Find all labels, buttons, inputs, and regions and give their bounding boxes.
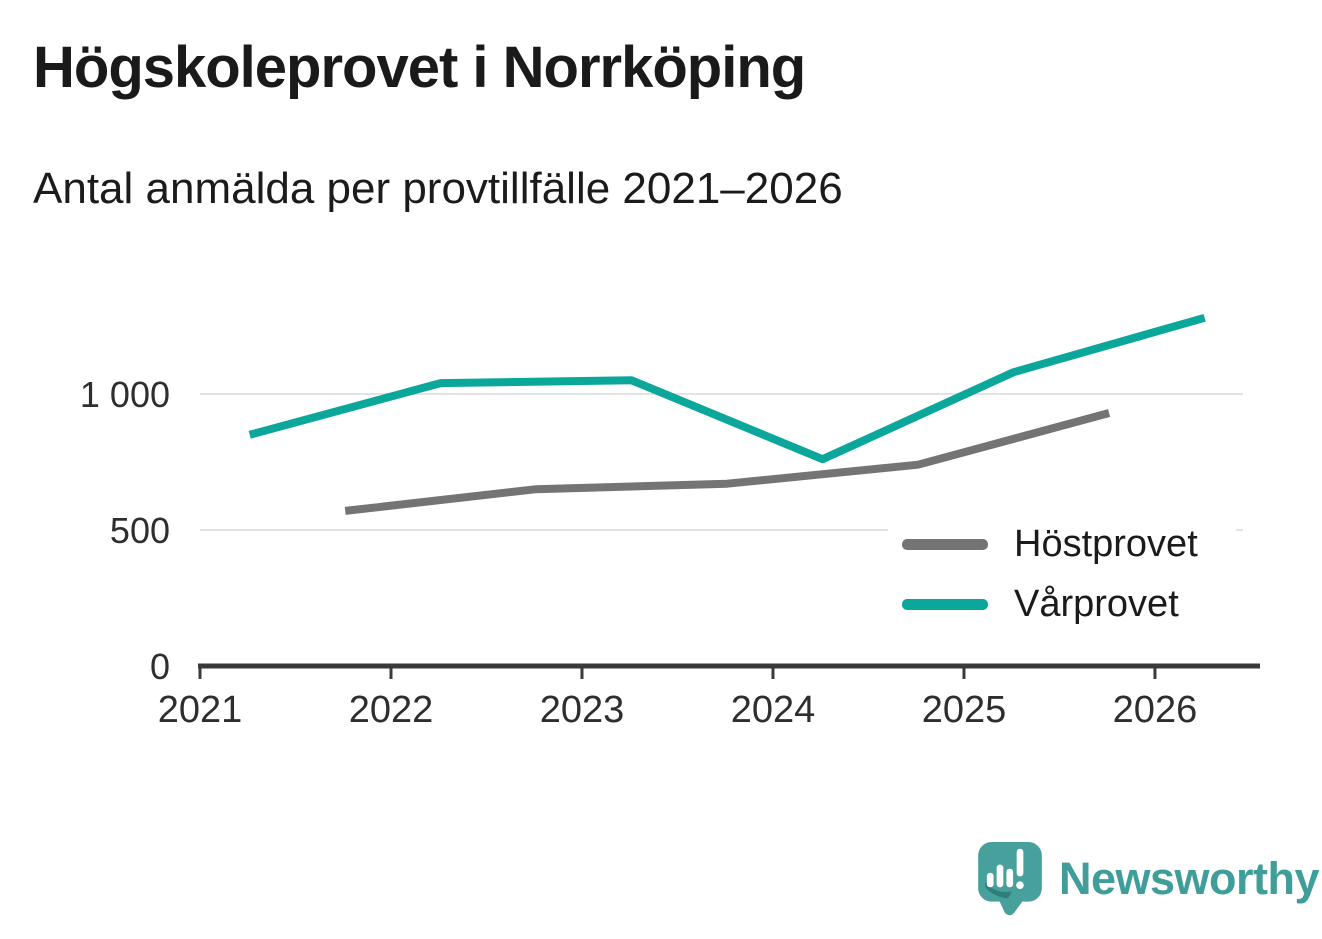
logo-bar-2 [996,864,1004,888]
logo-bar-1 [986,872,994,888]
newsworthy-wordmark: Newsworthy [1059,853,1320,904]
x-tick-label-2025: 2025 [922,689,1007,731]
logo-exclamation-dot [1016,881,1024,889]
legend-swatch-hostprovet [902,538,988,550]
newsworthy-branding: Newsworthy [977,841,1320,917]
y-tick-label-1000: 1 000 [80,374,170,415]
legend-swatch-varprovet [902,598,988,610]
x-tick-label-2022: 2022 [349,689,434,731]
y-tick-label-500: 500 [110,510,170,551]
legend-item-varprovet: Vårprovet [902,579,1236,629]
newsworthy-logo-icon [978,842,1042,916]
page-title: Högskoleprovet i Norrköping [33,35,806,100]
series-line-hstprovet [344,409,1111,515]
page-subtitle: Antal anmälda per provtillfälle 2021–202… [33,164,843,213]
y-tick-label-0: 0 [150,646,170,687]
x-tick-label-2026: 2026 [1113,689,1198,731]
legend-label-hostprovet: Höstprovet [1014,523,1198,565]
line-chart: 2021 2022 2023 2024 2025 2026 0 500 1 000 [80,313,1260,731]
x-tick-label-2021: 2021 [158,689,243,731]
logo-exclamation-bar [1016,848,1024,877]
logo-bar-3 [1006,868,1014,888]
legend-label-varprovet: Vårprovet [1014,583,1179,625]
logo-bubble-shadow [985,882,1013,899]
series-line-vrprovet [248,313,1206,464]
x-tick-label-2023: 2023 [540,689,625,731]
chart-legend: Höstprovet Vårprovet [888,512,1236,636]
legend-item-hostprovet: Höstprovet [902,519,1236,569]
x-tick-label-2024: 2024 [731,689,816,731]
